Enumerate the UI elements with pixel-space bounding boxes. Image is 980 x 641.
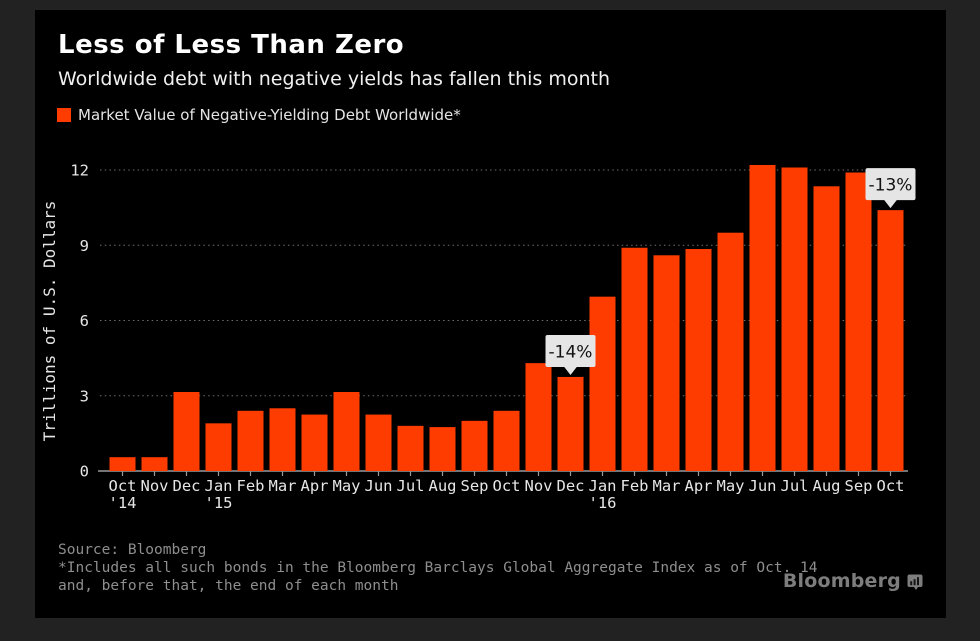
bar-Jan--15[interactable] [205,423,232,471]
bar-Sep[interactable] [461,420,488,471]
bar-Jul[interactable] [781,167,808,471]
y-axis-title: Trillions of U.S. Dollars [40,201,59,442]
page-title: Less of Less Than Zero [58,30,405,60]
x-tick-label-Mar-17: Mar [653,477,681,495]
bloomberg-wordmark: Bloomberg [782,570,901,592]
legend-swatch-icon [57,108,71,122]
bar-Dec[interactable] [173,391,200,471]
x-tick-label-Oct-12: Oct [493,477,521,495]
y-tick-label-12: 12 [70,162,89,180]
x-tick-label-Mar-5: Mar [269,477,297,495]
x-tick-label-Oct-0: Oct [109,477,137,495]
bloomberg-brand: Bloomberg [783,570,923,592]
footnote-line-2: and, before that, the end of each month [58,578,399,594]
bar-Jun[interactable] [365,414,392,471]
bar-Nov[interactable] [525,363,552,471]
x-tick-label-Apr-6: Apr [301,477,329,495]
chart-subtitle: Worldwide debt with negative yields has … [58,68,610,90]
x-tick-label-Jun-20: Jun [749,477,777,495]
x-tick-label-Dec-2: Dec [173,477,201,495]
bar-Sep[interactable] [845,172,872,471]
x-tick-label-Apr-18: Apr [685,477,713,495]
y-tick-label-0: 0 [80,463,89,481]
bar-Oct[interactable] [877,210,904,471]
bar-Apr[interactable] [301,414,328,471]
y-tick-label-3: 3 [80,387,89,405]
x-tick-label-May-7: May [333,477,361,495]
bar-Jul[interactable] [397,425,424,471]
bar-May[interactable] [333,391,360,471]
callout-box--13% [865,168,916,201]
footnote-line-1: *Includes all such bonds in the Bloomber… [58,560,818,576]
bar-Feb[interactable] [621,247,648,471]
callout-label--13%: -13% [869,176,913,196]
bar-Feb[interactable] [237,410,264,471]
bar-Aug[interactable] [813,186,840,471]
x-tick-label-Feb-4: Feb [237,477,265,495]
y-tick-label-6: 6 [80,312,89,330]
x-tick-label-Sep-23: Sep [845,477,873,495]
x-tick-label-Feb-16: Feb [621,477,649,495]
x-tick-label-Sep-11: Sep [461,477,489,495]
bar-Mar[interactable] [653,255,680,471]
x-tick-label-Jul-9: Jul [397,477,425,495]
bar-Oct[interactable] [493,410,520,471]
x-tick-label-Jul-21: Jul [781,477,809,495]
bar-Apr[interactable] [685,249,712,471]
callout-pointer--13% [883,199,898,209]
bar-Dec[interactable] [557,376,584,471]
chart-card: 0 3 6 9 12 Trillions of U.S. Dollars Oct '14 Nov… [35,10,946,618]
x-tick-label-Nov-13: Nov [525,477,553,495]
x-year-label-15: '16 [589,494,617,512]
bar-Aug[interactable] [429,427,456,471]
bar-Jan--16[interactable] [589,296,616,471]
x-tick-label-Jan-15: Jan [589,477,617,495]
source-line: Source: Bloomberg [58,542,207,558]
bar-May[interactable] [717,232,744,471]
x-tick-label-Nov-1: Nov [141,477,169,495]
bar-Mar[interactable] [269,408,296,471]
legend-label: Market Value of Negative-Yielding Debt W… [78,106,461,124]
callout-box--14% [545,334,596,367]
x-tick-label-Aug-22: Aug [813,477,841,495]
x-tick-label-Dec-14: Dec [557,477,585,495]
x-tick-label-Jan-3: Jan [205,477,233,495]
chart-legend: Market Value of Negative-Yielding Debt W… [57,106,461,124]
x-tick-label-Aug-10: Aug [429,477,457,495]
x-tick-label-Jun-8: Jun [365,477,393,495]
bar-Jun[interactable] [749,164,776,471]
bar-Nov[interactable] [141,457,168,471]
x-tick-label-Oct-24: Oct [877,477,905,495]
callout-label--14%: -14% [549,342,593,362]
bloomberg-chart-bubble-icon [907,574,923,590]
x-tick-label-May-19: May [717,477,745,495]
chart-footnotes: Source: Bloomberg *Includes all such bon… [58,541,818,595]
y-tick-label-9: 9 [80,237,89,255]
bar-Oct--14[interactable] [109,457,136,471]
x-year-label-0: '14 [109,494,137,512]
x-year-label-3: '15 [205,494,233,512]
callout-pointer--14% [563,365,578,375]
